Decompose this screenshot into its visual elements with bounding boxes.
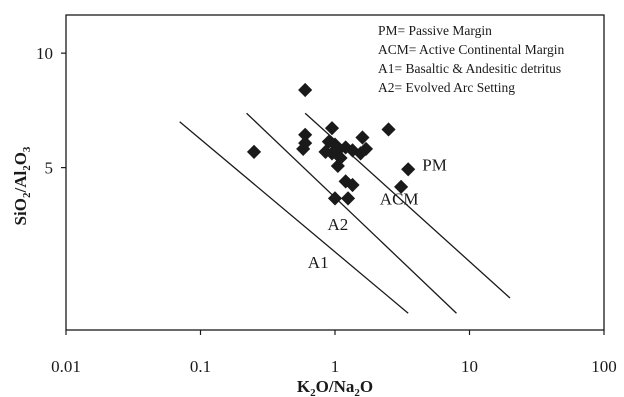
data-point [324,121,340,136]
data-points [246,82,416,206]
data-point [345,177,360,193]
y-axis-title: SiO2/Al2O3 [11,146,33,225]
axis-ticks: 0.01 0.1 1 10 100 5 10 [36,44,617,376]
x-tick-label: 10 [461,357,478,376]
data-point [401,162,416,177]
data-point [394,179,409,194]
data-point [340,191,356,206]
data-point [298,127,313,142]
legend-entry-a2: A2= Evolved Arc Setting [378,80,515,95]
x-axis-title: K2O/Na2O [297,377,373,397]
x-tick-label: 0.1 [190,357,211,376]
x-tick-label: 100 [591,357,617,376]
legend-entry-pm: PM= Passive Margin [378,23,492,38]
boundary-line-1 [179,121,409,314]
boundary-line-2 [246,112,457,314]
data-point [330,158,345,174]
data-point [381,122,396,137]
legend-entry-a1: A1= Basaltic & Andesitic detritus [378,61,561,76]
data-point [327,191,343,206]
y-tick-label: 5 [45,159,54,178]
legend: PM= Passive Margin ACM= Active Continent… [378,23,564,95]
data-point [246,144,262,159]
field-label: A1 [308,253,329,272]
y-tick-label: 10 [36,44,53,63]
x-tick-label: 0.01 [51,357,81,376]
data-point [358,141,374,156]
data-point [355,130,370,145]
field-label: ACM [380,189,419,208]
legend-entry-acm: ACM= Active Continental Margin [378,42,564,57]
data-point [296,141,311,156]
field-label: PM [422,155,447,174]
data-point [298,82,313,98]
field-label: A2 [327,215,348,234]
x-tick-label: 1 [331,357,340,376]
